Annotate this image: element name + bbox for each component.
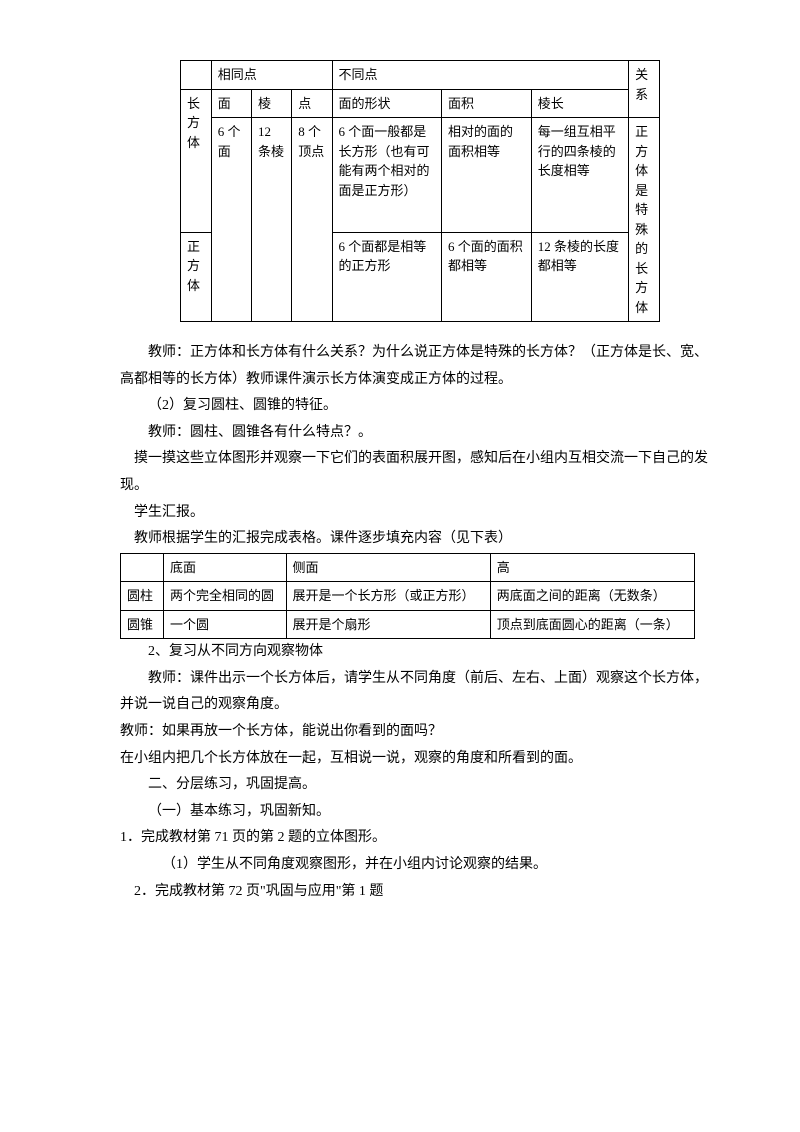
para-2: （2）复习圆柱、圆锥的特征。 — [120, 393, 710, 420]
cuboid-mian: 6 个面 — [211, 118, 251, 322]
t2-row1-label: 圆柱 — [121, 582, 164, 611]
para-12: （一）基本练习，巩固新知。 — [120, 799, 710, 826]
sub-area: 面积 — [441, 89, 531, 118]
th-diff: 不同点 — [332, 61, 629, 90]
cuboid-edge: 每一组互相平行的四条棱的长度相等 — [531, 118, 628, 233]
t2-row1-c2: 展开是一个长方形（或正方形） — [286, 582, 490, 611]
t2-row2-label: 圆锥 — [121, 610, 164, 639]
t2-h1: 底面 — [164, 553, 287, 582]
para-9: 教师：如果再放一个长方体，能说出你看到的面吗？ — [120, 719, 710, 746]
t2-row1-c3: 两底面之间的距离（无数条） — [490, 582, 694, 611]
sub-leng: 棱 — [252, 89, 292, 118]
para-5: 学生汇报。 — [120, 500, 710, 527]
cube-edge: 12 条棱的长度都相等 — [531, 232, 628, 321]
cuboid-shape: 6 个面一般都是长方形（也有可能有两个相对的面是正方形） — [332, 118, 441, 233]
sub-edgelen: 棱长 — [531, 89, 628, 118]
row-cube-label: 正方体 — [181, 232, 212, 321]
para-6: 教师根据学生的汇报完成表格。课件逐步填充内容（见下表） — [120, 526, 710, 553]
t2-row1-c1: 两个完全相同的圆 — [164, 582, 287, 611]
cylinder-cone-table: 底面 侧面 高 圆柱 两个完全相同的圆 展开是一个长方形（或正方形） 两底面之间… — [120, 553, 695, 640]
t2-h3: 高 — [490, 553, 694, 582]
cube-area: 6 个面的面积都相等 — [441, 232, 531, 321]
th-rel: 关系 — [629, 61, 660, 118]
row-cuboid-label: 长方体 — [181, 89, 212, 232]
sub-dian: 点 — [292, 89, 332, 118]
sub-mian: 面 — [211, 89, 251, 118]
cube-shape: 6 个面都是相等的正方形 — [332, 232, 441, 321]
t2-row2-c1: 一个圆 — [164, 610, 287, 639]
para-14: （1）学生从不同角度观察图形，并在小组内讨论观察的结果。 — [120, 852, 710, 879]
para-8: 教师：课件出示一个长方体后，请学生从不同角度（前后、左右、上面）观察这个长方体，… — [120, 666, 710, 719]
para-13: 1．完成教材第 71 页的第 2 题的立体图形。 — [120, 825, 710, 852]
cuboid-leng: 12 条棱 — [252, 118, 292, 322]
para-7: 2、复习从不同方向观察物体 — [120, 639, 710, 666]
para-1: 教师：正方体和长方体有什么关系？为什么说正方体是特殊的长方体？（正方体是长、宽、… — [120, 340, 710, 393]
sub-shape: 面的形状 — [332, 89, 441, 118]
para-15: 2．完成教材第 72 页"巩固与应用"第 1 题 — [120, 879, 710, 906]
para-10: 在小组内把几个长方体放在一起，互相说一说，观察的角度和所看到的面。 — [120, 746, 710, 773]
cuboid-dian: 8 个顶点 — [292, 118, 332, 322]
t2-row2-c2: 展开是个扇形 — [286, 610, 490, 639]
para-4: 摸一摸这些立体图形并观察一下它们的表面积展开图，感知后在小组内互相交流一下自己的… — [120, 446, 710, 499]
t2-row2-c3: 顶点到底面圆心的距离（一条） — [490, 610, 694, 639]
th-same: 相同点 — [211, 61, 332, 90]
cuboid-cube-table: 相同点 不同点 关系 长方体 面 棱 点 面的形状 面积 棱长 6 个面 12 … — [180, 60, 660, 322]
para-3: 教师：圆柱、圆锥各有什么特点？。 — [120, 420, 710, 447]
t2-h2: 侧面 — [286, 553, 490, 582]
para-11: 二、分层练习，巩固提高。 — [120, 772, 710, 799]
rel-value: 正方体是特殊的长方体 — [629, 118, 660, 322]
cuboid-area: 相对的面的面积相等 — [441, 118, 531, 233]
